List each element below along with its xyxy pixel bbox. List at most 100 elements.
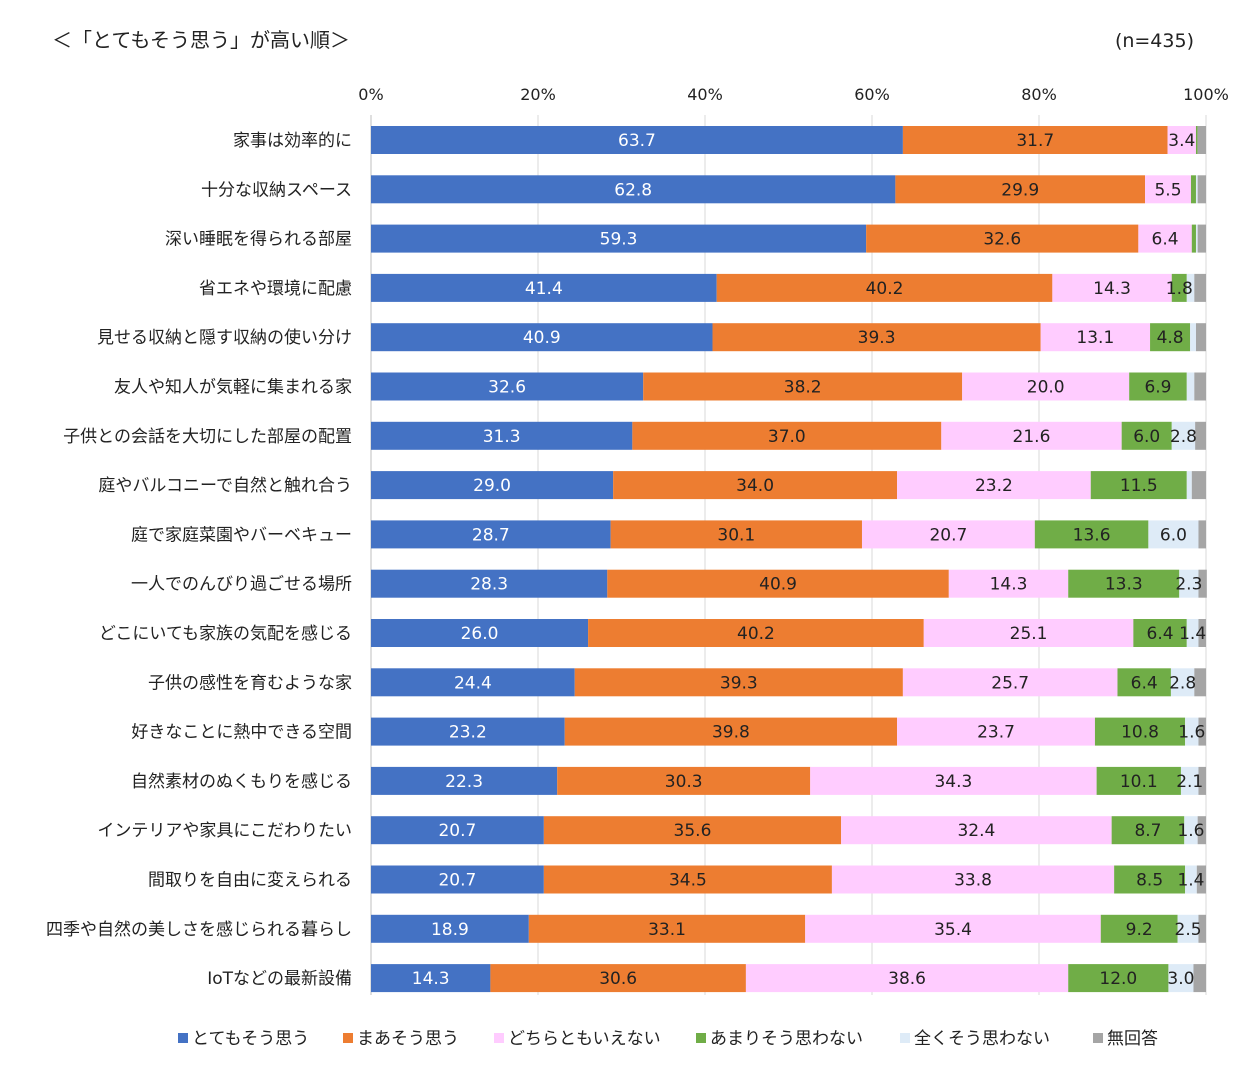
bar-segment	[805, 914, 1101, 943]
data-label: 6.9	[1144, 378, 1171, 398]
data-label: 29.0	[473, 476, 511, 496]
bar-segment	[1186, 471, 1192, 500]
data-label: 1.6	[1177, 821, 1204, 841]
bar-segment	[1179, 569, 1199, 598]
data-label: 41.4	[525, 279, 563, 299]
data-label: 28.3	[470, 575, 508, 595]
bar-segment	[1170, 668, 1195, 697]
data-label: 28.7	[472, 525, 510, 545]
bar-segment	[1052, 273, 1172, 302]
data-label: 33.1	[648, 920, 686, 940]
data-label: 13.6	[1073, 525, 1111, 545]
data-label: 34.0	[736, 476, 774, 496]
legend-label: とてもそう思う	[192, 1029, 309, 1049]
data-label: 10.1	[1120, 772, 1158, 792]
x-tick-label: 20%	[520, 85, 556, 104]
bar-segment	[371, 766, 558, 795]
bar-segment	[1197, 126, 1206, 154]
data-label: 34.3	[934, 772, 972, 792]
bar-segment	[1133, 619, 1187, 647]
data-label: 13.1	[1076, 328, 1114, 348]
category-label: 子供の感性を育むような家	[148, 673, 352, 693]
data-label: 30.1	[717, 525, 755, 545]
x-tick-label: 40%	[687, 85, 723, 104]
bar-segment	[1117, 668, 1171, 697]
chart-title: ＜「とてもそう思う」が高い順＞	[52, 28, 350, 52]
x-tick-label: 0%	[358, 85, 383, 104]
data-label: 23.2	[449, 723, 487, 743]
legend-swatch	[1093, 1033, 1103, 1043]
data-label: 9.2	[1126, 920, 1153, 940]
category-label: 子供との会話を大切にした部屋の配置	[63, 427, 352, 447]
bar-segment	[841, 816, 1112, 845]
data-label: 3.0	[1167, 969, 1194, 989]
data-label: 1.8	[1166, 279, 1193, 299]
bar-segment	[1068, 964, 1169, 993]
category-label: 十分な収納スペース	[201, 180, 352, 200]
bar-segment	[1034, 520, 1149, 549]
bar-segment	[371, 372, 644, 401]
data-label: 35.6	[674, 821, 712, 841]
bar-segment	[1198, 914, 1206, 943]
bar-segment	[1094, 717, 1186, 746]
category-label: 深い睡眠を得られる部屋	[165, 230, 352, 250]
data-label: 3.4	[1168, 131, 1195, 151]
bar-segment	[902, 668, 1118, 697]
data-label: 39.3	[720, 673, 758, 693]
bar-segment	[1195, 421, 1206, 450]
data-label: 6.4	[1131, 673, 1158, 693]
bar-segment	[371, 668, 575, 697]
bar-segment	[1114, 865, 1186, 894]
bar-segment	[1185, 865, 1197, 894]
data-label: 31.7	[1016, 131, 1054, 151]
data-label: 38.2	[784, 378, 822, 398]
data-label: 40.9	[759, 575, 797, 595]
data-label: 11.5	[1120, 476, 1158, 496]
data-label: 20.7	[438, 871, 476, 891]
bar-segment	[643, 372, 963, 401]
data-label: 8.7	[1134, 821, 1161, 841]
legend-swatch	[494, 1033, 504, 1043]
data-label: 6.4	[1147, 624, 1174, 644]
data-label: 38.6	[888, 969, 926, 989]
bar-segment	[371, 323, 713, 352]
category-label: 友人や知人が気軽に集まれる家	[114, 378, 352, 398]
data-label: 8.5	[1136, 871, 1163, 891]
bar-segment	[1096, 766, 1181, 795]
data-label: 22.3	[445, 772, 483, 792]
bar-segment	[1195, 175, 1198, 204]
data-label: 32.6	[488, 378, 526, 398]
bar-segment	[1195, 224, 1198, 253]
bar-segment	[1195, 323, 1206, 352]
data-label: 1.4	[1177, 871, 1204, 891]
bar-segment	[1197, 175, 1206, 204]
bar-segment	[1191, 471, 1206, 500]
bar-segment	[810, 766, 1097, 795]
bar-segment	[371, 421, 633, 450]
bar-segment	[831, 865, 1115, 894]
bar-segment	[897, 717, 1095, 746]
bar-segment	[1090, 471, 1187, 500]
category-label: IoTなどの最新設備	[207, 969, 352, 989]
data-label: 20.0	[1027, 378, 1065, 398]
data-label: 30.3	[665, 772, 703, 792]
category-label: 庭やバルコニーで自然と触れ合う	[98, 476, 352, 496]
bar-segment	[588, 619, 924, 647]
bar-segment	[716, 273, 1053, 302]
data-label: 25.7	[991, 673, 1029, 693]
data-label: 26.0	[461, 624, 499, 644]
data-label: 2.1	[1176, 772, 1203, 792]
legend-swatch	[900, 1033, 910, 1043]
bars-layer	[371, 126, 1207, 993]
bar-segment	[902, 126, 1168, 154]
bar-segment	[543, 865, 832, 894]
category-label: 好きなことに熱中できる空間	[131, 723, 352, 743]
bar-segment	[1180, 766, 1199, 795]
bar-segment	[371, 914, 529, 943]
category-label: 省エネや環境に配慮	[199, 279, 352, 299]
bar-segment	[371, 865, 544, 894]
bar-segment	[371, 569, 608, 598]
bar-segment	[1185, 717, 1199, 746]
bar-segment	[1184, 816, 1198, 845]
